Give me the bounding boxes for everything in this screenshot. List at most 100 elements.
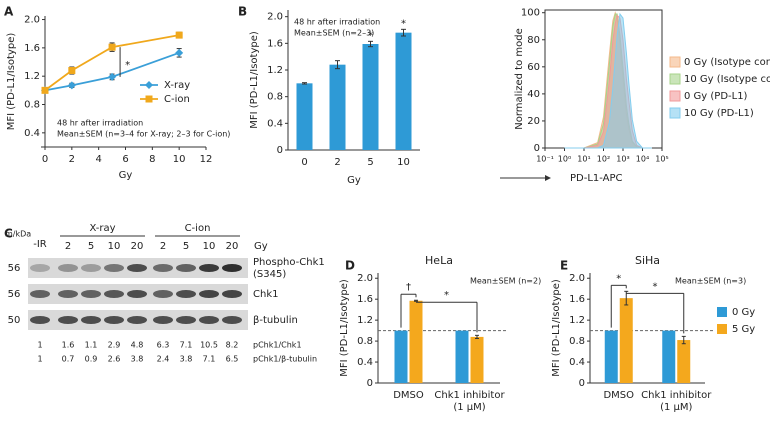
y-tick-label: 0 [534,143,540,154]
ratio-value: 1.6 [62,341,75,350]
blot-band [199,264,219,272]
row-label: Phospho-Chk1 [253,257,325,268]
y-axis-label: MFI (PD-L1/Isotype) [551,279,562,377]
y-tick-label: 2.0 [357,273,373,284]
y-tick-label: 1.2 [24,71,40,82]
x-tick-note: (1 μM) [660,402,692,413]
dose-unit: Gy [254,241,268,252]
x-tick-label: DMSO [393,390,424,401]
legend-label: C-ion [164,94,190,105]
legend-swatch [669,90,681,102]
marker [175,31,183,39]
y-tick-label: 0.4 [569,357,585,368]
blot-band [127,316,147,324]
blot-band [153,290,173,298]
y-tick-label: 0.8 [569,336,585,347]
y-tick-label: 100 [521,8,540,19]
bar [362,44,379,150]
significance-label: * [125,60,130,71]
note: 48 hr after irradiation [294,18,380,27]
legend-label: 0 Gy [732,307,755,318]
legend-label: 0 Gy (PD-L1) [684,91,748,102]
x-tick-label: 0 [301,157,307,168]
lane-label: 2 [65,241,71,252]
x-tick-label: 10⁰ [558,155,571,164]
note: 48 hr after irradiation [57,119,143,128]
bar [296,83,313,150]
legend-swatch [669,107,681,119]
x-tick-label: Chk1 inhibitor [641,390,712,401]
row-label: β-tubulin [253,315,298,326]
marker [68,67,76,75]
group-label: X-ray [89,223,115,234]
lane-label: 5 [183,241,189,252]
blot-band [127,290,147,298]
ratio-value: 7.1 [180,341,193,350]
ratio-value: 2.6 [108,355,121,364]
ratio-value: 10.5 [200,341,218,350]
y-tick-label: 1.6 [24,43,40,54]
blot-band [176,264,196,272]
series-line [44,51,180,92]
ratio-value: 1 [37,341,42,350]
blot-band [30,264,50,272]
panel-letter: A [4,5,14,19]
y-tick-label: 80 [527,35,540,46]
panel-letter: B [238,5,247,19]
blot-band [81,290,101,298]
y-tick-label: 0 [277,145,283,156]
blot-band [199,290,219,298]
row-label: (S345) [253,269,286,280]
arrow-head [545,175,551,181]
legend-swatch [717,307,727,317]
row-label: Chk1 [253,289,278,300]
ratio-value: 1 [37,355,42,364]
y-tick-label: 2.0 [267,12,283,23]
x-tick-label: 4 [95,154,101,165]
legend-marker [145,81,153,89]
y-axis-label: MFI (PD-L1/Isotype) [6,33,17,131]
ratio-value: 6.5 [226,355,239,364]
chart-title: HeLa [425,254,453,267]
legend-swatch [669,73,681,85]
bar [604,330,618,383]
bar [409,300,423,383]
panel-letter: D [345,259,355,273]
y-axis-label: MFI (PD-L1/Isotype) [249,31,260,129]
legend-label: 0 Gy (Isotype control) [684,57,770,68]
blot-band [58,316,78,324]
legend-swatch [717,324,727,334]
bar [677,340,691,383]
significance-label: † [406,282,411,293]
blot-band [30,290,50,298]
marker-size: 50 [8,315,21,326]
y-tick-label: 0.4 [267,118,283,129]
x-tick-label: 10 [173,154,186,165]
lane-label: 20 [226,241,239,252]
series-line [44,34,180,92]
y-tick-label: 1.2 [569,315,585,326]
x-tick-label: 10⁻¹ [536,155,554,164]
x-tick-label: 10⁵ [655,155,668,164]
lane-label: 2 [160,241,166,252]
legend-swatch [669,56,681,68]
y-tick-label: 40 [527,89,540,100]
x-tick-label: 10 [397,157,410,168]
ratio-value: 8.2 [226,341,239,350]
blot-band [176,290,196,298]
ratio-value: 2.4 [157,355,170,364]
panel-letter: C [4,227,13,241]
y-tick-label: 0.8 [24,100,40,111]
y-tick-label: 2.0 [569,273,585,284]
x-tick-label: 10² [597,155,610,164]
blot-band [58,290,78,298]
y-tick-label: 1.2 [267,65,283,76]
ratio-value: 7.1 [203,355,216,364]
lane-label: -IR [33,239,47,250]
x-tick-label: 10¹ [577,155,590,164]
bar [470,336,484,383]
bar [395,32,412,150]
marker [108,43,116,51]
bar [394,330,408,383]
